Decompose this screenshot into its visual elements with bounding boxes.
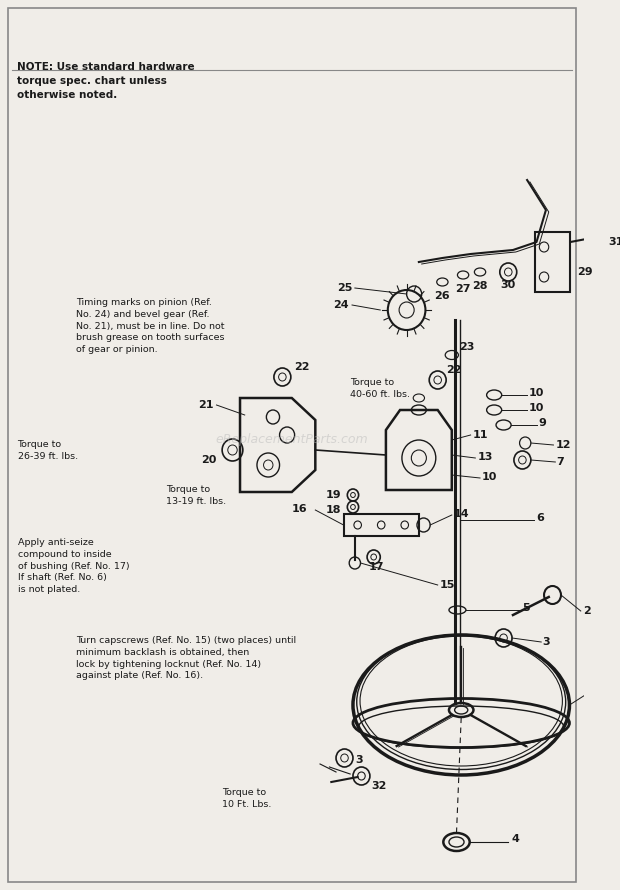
Text: 6: 6 — [536, 513, 544, 523]
Text: 10: 10 — [529, 403, 544, 413]
Text: 17: 17 — [369, 562, 384, 572]
Text: Torque to
26-39 ft. lbs.: Torque to 26-39 ft. lbs. — [17, 440, 78, 461]
Text: 23: 23 — [459, 342, 475, 352]
Text: Torque to
40-60 ft. lbs.: Torque to 40-60 ft. lbs. — [350, 378, 410, 399]
Text: Torque to
13-19 ft. lbs.: Torque to 13-19 ft. lbs. — [166, 485, 226, 506]
Text: NOTE: Use standard hardware
torque spec. chart unless
otherwise noted.: NOTE: Use standard hardware torque spec.… — [17, 62, 195, 100]
Text: 12: 12 — [556, 440, 571, 450]
Text: Torque to
10 Ft. Lbs.: Torque to 10 Ft. Lbs. — [222, 788, 271, 809]
Text: 3: 3 — [355, 755, 363, 765]
Text: 10: 10 — [529, 388, 544, 398]
Text: 32: 32 — [372, 781, 387, 791]
Text: 27: 27 — [455, 284, 471, 294]
Text: 1: 1 — [618, 670, 620, 680]
Text: 26: 26 — [435, 291, 450, 301]
Text: 30: 30 — [501, 280, 516, 290]
Text: 4: 4 — [511, 834, 519, 844]
Text: 18: 18 — [326, 505, 342, 515]
Text: 5: 5 — [523, 603, 530, 613]
Text: 20: 20 — [201, 455, 216, 465]
Text: 15: 15 — [440, 580, 455, 590]
Text: Apply anti-seize
compound to inside
of bushing (Ref. No. 17)
If shaft (Ref. No. : Apply anti-seize compound to inside of b… — [17, 538, 129, 595]
Text: 28: 28 — [472, 281, 488, 291]
Text: 19: 19 — [326, 490, 342, 500]
Text: 25: 25 — [337, 283, 352, 293]
Text: 21: 21 — [198, 400, 214, 410]
Text: 13: 13 — [477, 452, 492, 462]
Text: Turn capscrews (Ref. No. 15) (two places) until
minimum backlash is obtained, th: Turn capscrews (Ref. No. 15) (two places… — [76, 636, 296, 680]
Text: 3: 3 — [542, 637, 550, 647]
Text: 22: 22 — [294, 362, 310, 372]
Text: 22: 22 — [446, 365, 462, 375]
Text: 9: 9 — [538, 418, 546, 428]
Text: 11: 11 — [472, 430, 488, 440]
Text: Timing marks on pinion (Ref.
No. 24) and bevel gear (Ref.
No. 21), must be in li: Timing marks on pinion (Ref. No. 24) and… — [76, 298, 224, 354]
Text: 24: 24 — [333, 300, 348, 310]
Text: eReplacementParts.com: eReplacementParts.com — [216, 433, 368, 447]
Text: 10: 10 — [482, 472, 497, 482]
Text: 7: 7 — [556, 457, 564, 467]
Text: 31: 31 — [608, 237, 620, 247]
Text: 14: 14 — [454, 509, 469, 519]
Text: 29: 29 — [577, 267, 593, 277]
Text: 2: 2 — [583, 606, 590, 616]
Text: 16: 16 — [292, 504, 308, 514]
